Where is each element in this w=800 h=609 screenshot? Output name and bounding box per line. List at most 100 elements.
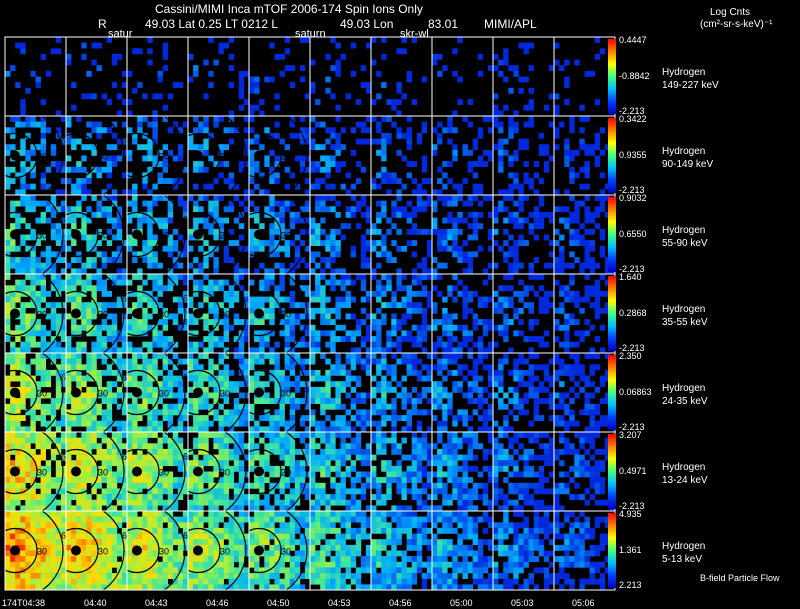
colorbar <box>608 118 616 193</box>
ring-label-30: 30 <box>37 231 47 241</box>
ring-label-30: 30 <box>281 547 291 557</box>
ring-60 <box>102 432 125 511</box>
ring-60 <box>163 432 186 511</box>
ring-label-60: 60 <box>183 531 193 541</box>
time-label: 04:46 <box>206 598 229 608</box>
time-label: 04:56 <box>389 598 412 608</box>
time-label: 04:43 <box>145 598 168 608</box>
colorbar-min-label: -2.213 <box>619 106 645 116</box>
colorbar <box>608 434 616 509</box>
panel-image: 30 <box>187 352 250 433</box>
ring-60 <box>41 195 64 274</box>
ring-30 <box>188 290 221 337</box>
ring-60 <box>285 511 308 590</box>
species-label: Hydrogen <box>662 146 706 157</box>
saturn-disk <box>71 545 81 556</box>
ring-label-30: 30 <box>159 547 169 557</box>
ring-label-60: 60 <box>183 294 193 304</box>
time-label: 05:00 <box>450 598 473 608</box>
ring-30 <box>127 132 160 179</box>
colorbar-max-label: 3.207 <box>619 430 642 440</box>
ring-30 <box>66 211 99 258</box>
saturn-disk <box>132 150 142 161</box>
panel-image <box>431 273 494 354</box>
colorbar-min-label: -2.213 <box>619 264 645 274</box>
panel-border <box>65 36 128 117</box>
panel-image: 30 <box>187 273 250 354</box>
saturn-disk <box>193 466 203 477</box>
ring-label-60: 60 <box>61 531 71 541</box>
ring-60 <box>102 195 125 274</box>
ring-60 <box>102 353 125 432</box>
panel-image <box>553 36 616 117</box>
panel-image <box>65 36 128 117</box>
ring-label-60: 60 <box>61 294 71 304</box>
species-label: Hydrogen <box>662 225 706 236</box>
ring-60 <box>285 432 308 511</box>
species-label: Hydrogen <box>662 462 706 473</box>
panel-image <box>553 115 616 196</box>
saturn-disk <box>71 229 81 240</box>
panel-image: 30 <box>187 510 250 591</box>
ring-label-60: 60 <box>61 373 71 383</box>
ring-30 <box>188 132 221 179</box>
time-label: 05:03 <box>511 598 534 608</box>
ring-60 <box>163 116 186 195</box>
ring-30 <box>5 211 38 258</box>
ring-label-30: 30 <box>159 231 169 241</box>
panel-image <box>492 115 555 196</box>
saturn-disk <box>10 387 20 398</box>
ring-label-60: 60 <box>122 373 132 383</box>
panel-image <box>492 431 555 512</box>
ring-30 <box>188 448 221 495</box>
ring-label-30: 30 <box>159 152 169 162</box>
ring-label-30: 30 <box>281 468 291 478</box>
ring-30 <box>66 527 99 574</box>
panel-image: 30 <box>248 273 311 354</box>
saturn-disk <box>193 150 203 161</box>
saturn-disk <box>71 466 81 477</box>
panel-image <box>309 510 372 591</box>
ring-60 <box>285 274 308 353</box>
panel-image <box>370 273 433 354</box>
ring-30 <box>66 369 99 416</box>
saturn-disk <box>193 387 203 398</box>
saturn-disk <box>10 150 20 161</box>
panel-image <box>431 36 494 117</box>
colorbar-max-label: 1.640 <box>619 272 642 282</box>
panel-image <box>4 36 67 117</box>
ring-label-30: 30 <box>159 310 169 320</box>
panel-image: 30 <box>248 510 311 591</box>
ring-60 <box>102 116 125 195</box>
panel-image <box>431 194 494 275</box>
panel-image <box>492 36 555 117</box>
panel-image <box>553 273 616 354</box>
ring-60 <box>224 432 247 511</box>
ring-60 <box>163 195 186 274</box>
ring-60 <box>224 116 247 195</box>
colorbar-max-label: 4.935 <box>619 509 642 519</box>
panel-image: 30 60 <box>4 273 71 354</box>
panel-image <box>248 36 311 117</box>
panel-image: 30 60 <box>65 431 128 512</box>
panel-image: 30 60 <box>4 115 67 196</box>
ring-30 <box>5 448 38 495</box>
ring-30 <box>127 211 160 258</box>
time-label: 04:50 <box>267 598 290 608</box>
ring-30 <box>5 527 38 574</box>
panel-image <box>309 36 372 117</box>
saturn-disk <box>254 229 264 240</box>
panel-image <box>553 431 616 512</box>
panel-image <box>553 352 616 433</box>
ring-label-30: 30 <box>98 310 108 320</box>
ring-30 <box>5 132 38 179</box>
colorbar <box>608 39 616 114</box>
ring-30 <box>249 211 282 258</box>
ring-label-30: 30 <box>281 310 291 320</box>
ring-30 <box>127 527 160 574</box>
ring-label-30: 30 <box>220 231 230 241</box>
ring-label-30: 30 <box>37 468 47 478</box>
ring-label-30: 30 <box>159 389 169 399</box>
ring-30 <box>127 290 160 337</box>
energy-label: 149-227 keV <box>662 80 719 91</box>
